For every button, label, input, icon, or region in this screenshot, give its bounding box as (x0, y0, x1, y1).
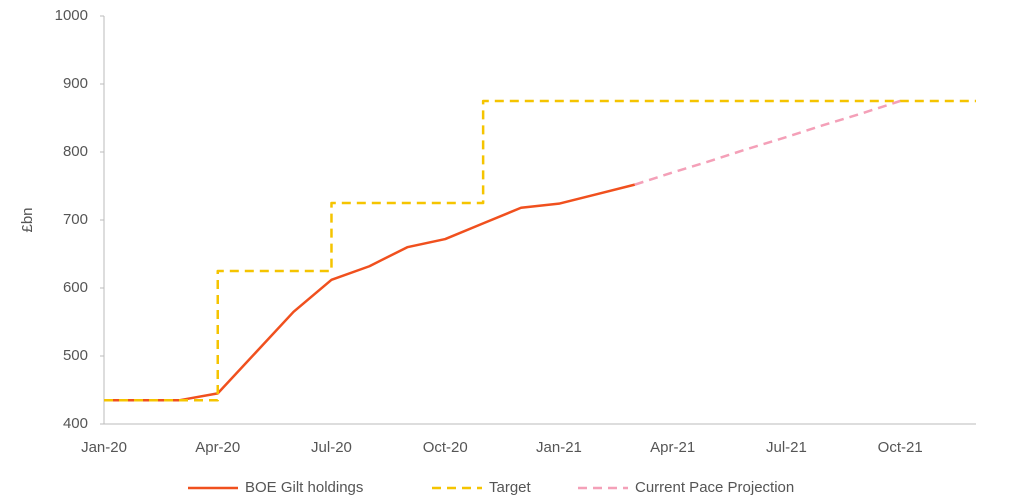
x-tick-label: Apr-21 (650, 439, 695, 456)
x-tick-label: Apr-20 (195, 439, 240, 456)
x-tick-label: Jul-21 (766, 439, 807, 456)
series-line (104, 183, 636, 402)
y-tick-label: 600 (63, 279, 88, 296)
y-tick-label: 700 (63, 211, 88, 228)
x-tick-label: Jan-20 (81, 439, 127, 456)
y-tick-label: 800 (63, 143, 88, 160)
x-tick-label: Jan-21 (536, 439, 582, 456)
x-tick-label: Oct-20 (423, 439, 468, 456)
y-tick-label: 900 (63, 75, 88, 92)
series-line (104, 99, 976, 402)
y-tick-label: 400 (63, 415, 88, 432)
legend-label: BOE Gilt holdings (245, 479, 363, 496)
legend-label: Target (489, 479, 532, 496)
series-line (634, 99, 901, 186)
x-tick-label: Jul-20 (311, 439, 352, 456)
legend-label: Current Pace Projection (635, 479, 794, 496)
y-tick-label: 500 (63, 347, 88, 364)
y-axis-label: £bn (19, 207, 36, 232)
y-tick-label: 1000 (55, 7, 88, 24)
x-tick-label: Oct-21 (878, 439, 923, 456)
